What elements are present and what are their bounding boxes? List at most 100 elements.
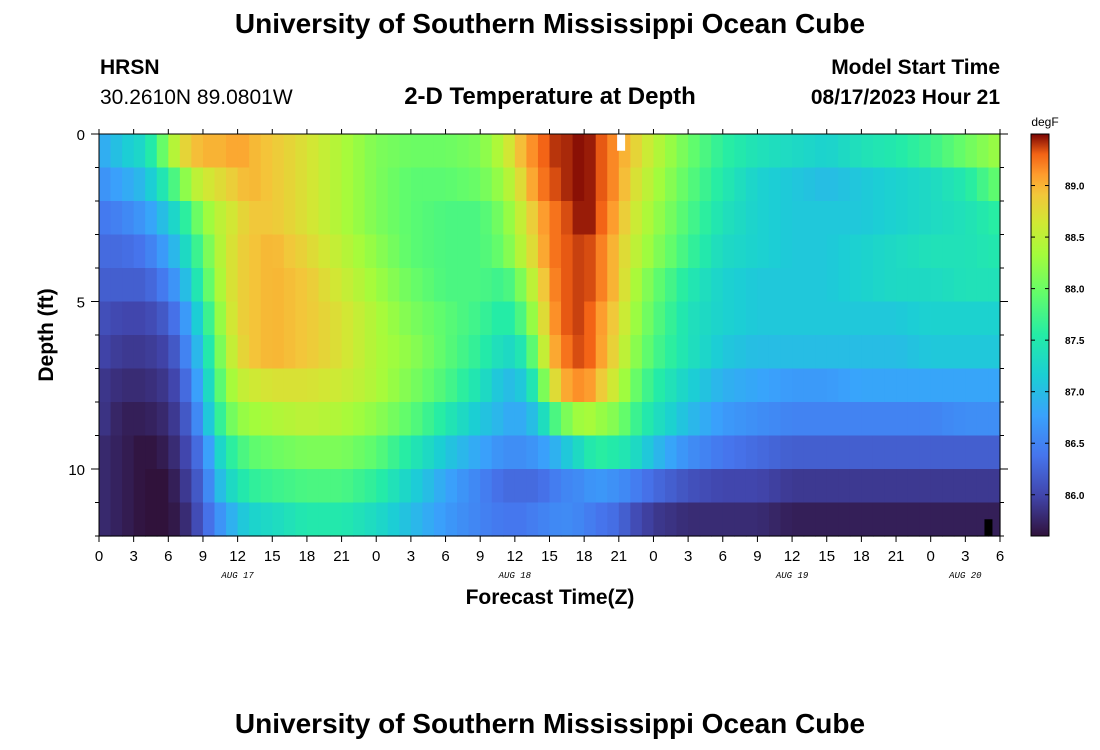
heatmap-cell (433, 469, 447, 504)
heatmap-cell (318, 201, 331, 236)
heatmap-cell (688, 167, 701, 202)
heatmap-cell (295, 234, 308, 269)
heatmap-cell (953, 234, 966, 269)
heatmap-cell (318, 301, 331, 336)
heatmap-cell (237, 335, 250, 370)
heatmap-cell (641, 234, 655, 269)
heatmap-cell (780, 435, 793, 470)
heatmap-cell (249, 167, 262, 202)
heatmap-cell (537, 167, 551, 202)
heatmap-cell (930, 435, 943, 470)
heatmap-cell (688, 134, 701, 169)
heatmap-cell (156, 469, 169, 504)
x-tick-label: 21 (888, 548, 905, 565)
heatmap-cell (838, 469, 851, 504)
heatmap-cell (422, 201, 435, 236)
heatmap-cell (364, 234, 377, 269)
heatmap-cell (526, 234, 539, 269)
heatmap-cell (249, 268, 262, 303)
heatmap-cell (561, 368, 574, 403)
heatmap-cell (549, 201, 562, 236)
heatmap-cell (445, 234, 458, 269)
heatmap-cell (260, 234, 273, 269)
heatmap-cell (503, 201, 516, 236)
heatmap-cell (433, 301, 447, 336)
heatmap-cell (919, 134, 932, 169)
heatmap-cell (503, 469, 516, 504)
heatmap-cell (641, 268, 655, 303)
heatmap-cell (110, 167, 123, 202)
heatmap-cell (988, 301, 1001, 336)
heatmap-cell (133, 469, 146, 504)
heatmap-cell (537, 335, 551, 370)
heatmap-cell (306, 469, 320, 504)
heatmap-cell (226, 234, 239, 269)
heatmap-cell (226, 502, 239, 537)
heatmap-cell (226, 301, 239, 336)
heatmap-cell (584, 435, 597, 470)
heatmap-cell (214, 402, 227, 437)
heatmap-cell (503, 402, 516, 437)
heatmap-cell (110, 368, 123, 403)
heatmap-cell (976, 402, 990, 437)
heatmap-cell (826, 268, 839, 303)
heatmap-cell (965, 402, 978, 437)
heatmap-cell (376, 268, 389, 303)
heatmap-cell (306, 301, 320, 336)
heatmap-cell (930, 402, 943, 437)
x-tick-label: 12 (229, 548, 246, 565)
heatmap-cell (133, 201, 146, 236)
heatmap-cell (145, 268, 158, 303)
heatmap-cell (353, 402, 366, 437)
heatmap-cell (549, 268, 562, 303)
heatmap-cell (988, 435, 1001, 470)
heatmap-cell (179, 167, 193, 202)
heatmap-cell (884, 134, 897, 169)
heatmap-cell (768, 368, 782, 403)
heatmap-cell (537, 368, 551, 403)
heatmap-cell (572, 134, 585, 169)
heatmap-cell (734, 301, 747, 336)
heatmap-cell (630, 435, 643, 470)
heatmap-cell (826, 201, 839, 236)
heatmap-cell (965, 502, 978, 537)
heatmap-cell (757, 167, 770, 202)
heatmap-cell (849, 469, 862, 504)
y-axis-title: Depth (ft) (35, 288, 58, 381)
heatmap-cell (226, 368, 239, 403)
heatmap-cell (745, 435, 759, 470)
heatmap-cell (537, 268, 551, 303)
heatmap-cell (711, 234, 724, 269)
colorbar-tick-label: 88.0 (1065, 285, 1085, 296)
heatmap-cell (595, 469, 608, 504)
heatmap-cell (907, 234, 920, 269)
heatmap-cell (399, 335, 412, 370)
heatmap-cell (272, 469, 285, 504)
heatmap-cell (861, 402, 874, 437)
heatmap-cell (168, 301, 181, 336)
heatmap-cell (214, 502, 227, 537)
x-tick-label: 0 (649, 548, 657, 565)
heatmap-cell (133, 335, 146, 370)
heatmap-cell (607, 502, 620, 537)
heatmap-cell (630, 167, 643, 202)
heatmap-cell (133, 268, 146, 303)
heatmap-cell (988, 167, 1001, 202)
heatmap-cell (734, 167, 747, 202)
heatmap-cell (122, 201, 135, 236)
heatmap-cell (849, 335, 862, 370)
heatmap-cell (99, 134, 112, 169)
heatmap-cell (930, 368, 943, 403)
heatmap-cell (387, 134, 400, 169)
heatmap-cell (330, 234, 343, 269)
heatmap-cell (549, 368, 562, 403)
heatmap-cell (295, 502, 308, 537)
heatmap-cell (595, 234, 608, 269)
heatmap-cell (341, 234, 354, 269)
heatmap-cell (514, 335, 527, 370)
heatmap-cell (364, 201, 377, 236)
heatmap-cell (815, 402, 828, 437)
heatmap-cell (272, 335, 285, 370)
heatmap-cell (711, 435, 724, 470)
heatmap-cell (572, 268, 585, 303)
